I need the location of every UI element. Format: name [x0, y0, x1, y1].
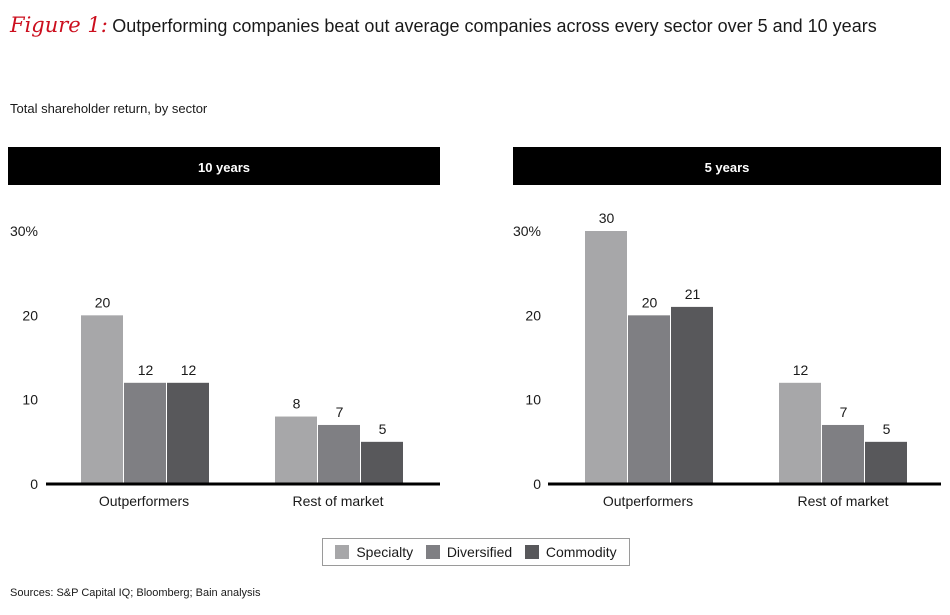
- y-tick-label-five-year: 10: [525, 392, 541, 408]
- y-tick-label-five-year: 30%: [513, 223, 541, 239]
- bar-ten-year-specialty: [81, 315, 123, 484]
- data-label-five-year-diversified: 20: [642, 294, 658, 310]
- bar-five-year-specialty: [779, 382, 821, 484]
- bar-ten-year-commodity: [167, 382, 209, 484]
- legend-label-commodity: Commodity: [545, 544, 617, 560]
- legend-label-specialty: Specialty: [356, 544, 414, 560]
- legend-item-diversified: Diversified: [425, 544, 513, 560]
- data-label-five-year-specialty: 12: [793, 362, 809, 378]
- data-label-ten-year-diversified: 7: [336, 404, 344, 420]
- bar-ten-year-diversified: [318, 424, 360, 484]
- data-label-ten-year-specialty: 8: [293, 396, 301, 412]
- figure-title: Figure 1: Outperforming companies beat o…: [10, 13, 877, 37]
- legend-item-specialty: Specialty: [335, 544, 413, 560]
- legend-item-commodity: Commodity: [524, 544, 617, 560]
- panel-header-five-year: [513, 147, 941, 185]
- title-text: Outperforming companies beat out average…: [112, 16, 877, 36]
- panel-title-ten-year: 10 years: [198, 160, 250, 175]
- data-label-ten-year-diversified: 12: [138, 362, 154, 378]
- bar-ten-year-diversified: [124, 382, 166, 484]
- y-tick-label-ten-year: 0: [30, 476, 38, 492]
- bar-five-year-commodity: [671, 306, 713, 484]
- legend-label-diversified: Diversified: [446, 544, 513, 560]
- category-label-five-year: Outperformers: [603, 493, 693, 509]
- y-tick-label-ten-year: 20: [22, 307, 38, 323]
- data-label-five-year-specialty: 30: [599, 210, 615, 226]
- data-label-ten-year-commodity: 5: [379, 421, 387, 437]
- data-label-ten-year-specialty: 20: [95, 294, 111, 310]
- bar-ten-year-commodity: [361, 441, 403, 484]
- bar-five-year-commodity: [865, 441, 907, 484]
- panel-title-five-year: 5 years: [705, 160, 750, 175]
- data-label-five-year-commodity: 5: [883, 421, 891, 437]
- figure-label: Figure 1:: [10, 13, 108, 37]
- category-label-ten-year: Rest of market: [292, 493, 383, 509]
- panel-header-ten-year: [8, 147, 440, 185]
- charts-area: 10 years 0 10 20 30% 20 12 12 Outperformers 8 7 5 Re…: [8, 147, 941, 509]
- legend-swatch-diversified: [425, 545, 440, 559]
- data-label-ten-year-commodity: 12: [181, 362, 197, 378]
- legend-swatch-specialty: [335, 545, 350, 559]
- source-note: Sources: S&P Capital IQ; Bloomberg; Bain…: [10, 587, 261, 599]
- y-tick-label-ten-year: 10: [22, 392, 38, 408]
- category-label-ten-year: Outperformers: [99, 493, 189, 509]
- data-label-five-year-diversified: 7: [840, 404, 848, 420]
- legend-swatch-commodity: [524, 545, 539, 559]
- bar-five-year-diversified: [822, 424, 864, 484]
- chart-subtitle: Total shareholder return, by sector: [10, 101, 208, 116]
- y-tick-label-ten-year: 30%: [10, 223, 38, 239]
- y-tick-label-five-year: 0: [533, 476, 541, 492]
- data-label-five-year-commodity: 21: [685, 286, 701, 302]
- bar-five-year-diversified: [628, 315, 670, 484]
- category-label-five-year: Rest of market: [797, 493, 888, 509]
- bar-five-year-specialty: [585, 231, 627, 484]
- legend: Specialty Diversified Commodity: [322, 538, 630, 566]
- y-tick-label-five-year: 20: [525, 307, 541, 323]
- bar-ten-year-specialty: [275, 416, 317, 484]
